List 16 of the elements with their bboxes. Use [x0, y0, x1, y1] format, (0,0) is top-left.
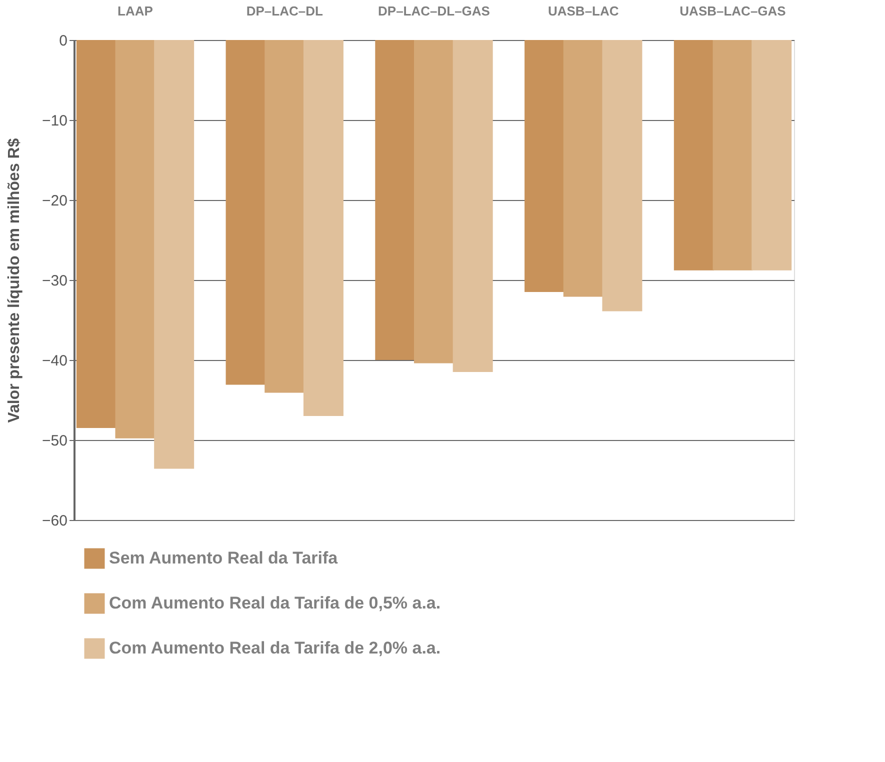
x-tick-label: DP–LAC–DL: [246, 4, 323, 18]
x-tick-label: UASB–LAC: [548, 4, 620, 18]
legend-label: Com Aumento Real da Tarifa de 2,0% a.a.: [109, 638, 441, 658]
y-tick-label: −20: [42, 192, 68, 210]
x-tick-label: DP–LAC–DL–GAS: [378, 4, 490, 18]
x-tick-label: LAAP: [118, 4, 154, 18]
y-tick-label: 0: [59, 32, 68, 50]
x-tick-label: UASB–LAC–GAS: [680, 4, 786, 18]
legend-label: Com Aumento Real da Tarifa de 0,5% a.a.: [109, 594, 441, 612]
y-tick-label: −50: [42, 432, 68, 450]
y-tick-label: −10: [42, 112, 68, 130]
y-tick-label: −30: [42, 272, 68, 290]
y-axis-title: Valor presente líquido em milhões R$: [6, 138, 24, 423]
y-tick-label: −40: [42, 352, 68, 370]
y-tick-label: −60: [42, 512, 68, 530]
legend-label: Sem Aumento Real da Tarifa: [109, 548, 338, 568]
